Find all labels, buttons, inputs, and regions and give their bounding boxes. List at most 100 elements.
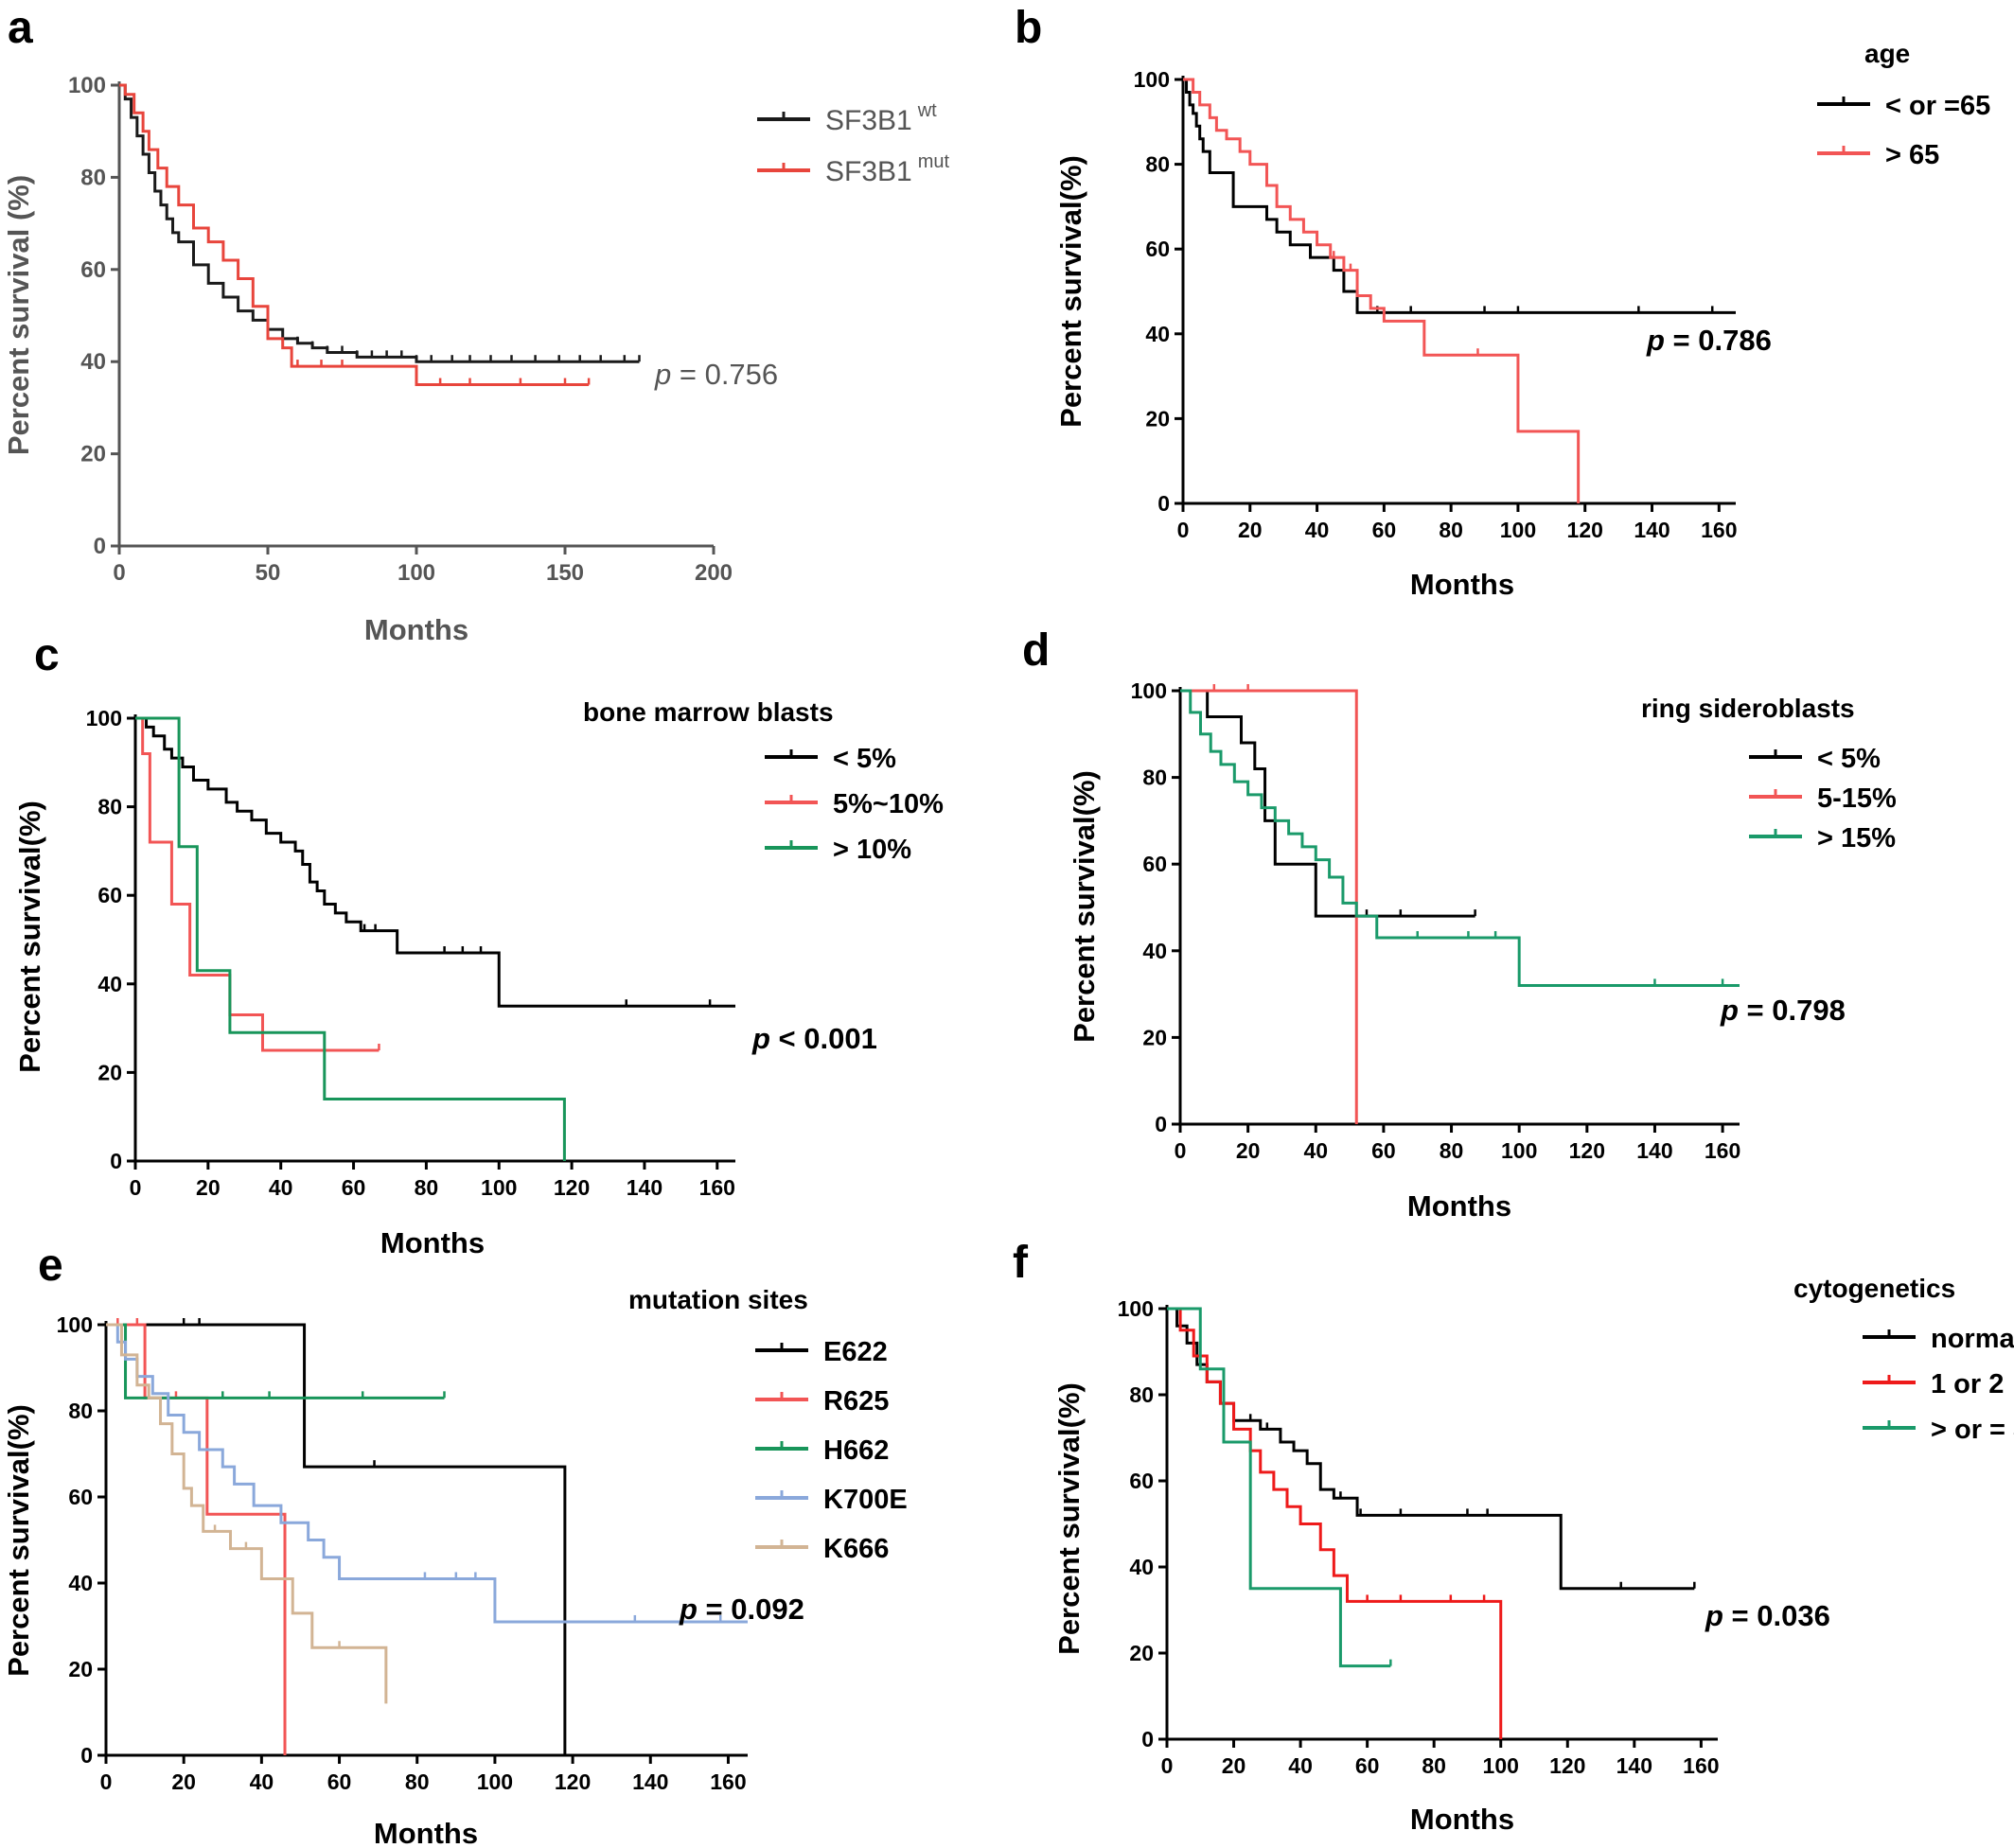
- legend-label: > 65: [1885, 140, 1939, 170]
- survival-curve-2: [119, 83, 590, 387]
- y-tick-label: 0: [1155, 1112, 1167, 1136]
- survival-curve-1: [119, 83, 640, 363]
- x-tick-label: 160: [1705, 1138, 1740, 1163]
- panel-letter: f: [1013, 1238, 1029, 1288]
- x-tick-label: 160: [710, 1769, 746, 1794]
- x-tick-label: 40: [1303, 1138, 1328, 1163]
- panel-c: c 0 20 40 60 80 100 120 140 160 0 20 40 60 80 100 Months…: [13, 630, 944, 1259]
- p-value: p = 0.036: [1705, 1599, 1830, 1632]
- x-tick-label: 120: [1567, 518, 1603, 542]
- x-tick-label: 40: [250, 1769, 274, 1794]
- x-tick-label: 0: [130, 1175, 142, 1200]
- panel-d: d 0 20 40 60 80 100 120 140 160 0 20 40 60 80 100 Months…: [1022, 625, 1897, 1223]
- y-tick-label: 20: [68, 1657, 93, 1681]
- y-tick-label: 60: [68, 1485, 93, 1509]
- panel-f: f 0 20 40 60 80 100 120 140 160 0 20 40 60 80 100 Months…: [1013, 1238, 2014, 1836]
- survival-curve-2: [1183, 78, 1581, 503]
- y-tick-label: 60: [97, 883, 122, 907]
- y-tick-label: 20: [80, 442, 106, 467]
- legend-label: R625: [823, 1386, 889, 1417]
- y-tick-label: 40: [1142, 939, 1167, 963]
- survival-curve-2: [1180, 689, 1358, 1124]
- survival-curve-2: [135, 716, 380, 1052]
- legend-label: SF3B1 wt: [825, 100, 937, 136]
- x-tick-label: 0: [1161, 1753, 1174, 1778]
- legend-label: > or = 3: [1931, 1415, 2014, 1445]
- x-tick-label: 100: [398, 560, 435, 586]
- y-tick-label: 80: [97, 795, 122, 819]
- y-tick-label: 100: [68, 73, 106, 98]
- p-value-text: = 0.036: [1723, 1599, 1830, 1632]
- legend-label: 5-15%: [1817, 783, 1897, 814]
- y-tick-label: 20: [1129, 1641, 1154, 1665]
- p-value: p = 0.092: [679, 1593, 804, 1626]
- p-value-symbol: p: [1720, 994, 1739, 1027]
- legend-label: > 10%: [833, 835, 911, 865]
- panel-letter: a: [8, 3, 33, 53]
- survival-curve-3: [1180, 689, 1740, 987]
- x-tick-label: 140: [1634, 518, 1670, 542]
- y-axis-title: Percent survival (%): [2, 175, 35, 455]
- y-tick-label: 100: [86, 706, 122, 730]
- y-tick-label: 40: [1145, 322, 1170, 346]
- p-value: p = 0.756: [654, 358, 778, 391]
- legend-label: < or =65: [1885, 91, 1990, 121]
- x-tick-label: 60: [327, 1769, 352, 1794]
- x-tick-label: 120: [1569, 1138, 1605, 1163]
- y-axis-title: Percent survival(%): [1052, 1382, 1086, 1655]
- x-tick-label: 40: [269, 1175, 293, 1200]
- x-axis-title: Months: [1410, 568, 1514, 601]
- x-tick-label: 120: [555, 1769, 591, 1794]
- y-tick-label: 100: [1131, 678, 1167, 703]
- survival-curve-3: [1167, 1307, 1391, 1668]
- x-axis-title: Months: [374, 1817, 478, 1848]
- p-value-text: < 0.001: [770, 1022, 877, 1055]
- x-tick-label: 140: [632, 1769, 668, 1794]
- y-tick-label: 40: [68, 1571, 93, 1595]
- x-tick-label: 0: [113, 560, 125, 586]
- y-tick-label: 40: [80, 349, 106, 375]
- y-tick-label: 80: [1145, 152, 1170, 177]
- legend-label: H662: [823, 1435, 889, 1466]
- y-axis-title: Percent survival(%): [13, 801, 46, 1073]
- legend-label: E622: [823, 1337, 888, 1367]
- x-tick-label: 0: [100, 1769, 113, 1794]
- x-tick-label: 160: [1701, 518, 1737, 542]
- y-tick-label: 80: [1129, 1382, 1154, 1407]
- panel-b: b 0 20 40 60 80 100 120 140 160 0 20 40 60 80 100 Months…: [1015, 3, 1990, 601]
- panel-letter: d: [1022, 625, 1050, 676]
- x-tick-label: 60: [342, 1175, 366, 1200]
- x-tick-label: 60: [1371, 1138, 1396, 1163]
- y-tick-label: 20: [97, 1060, 122, 1084]
- panel-letter: b: [1015, 3, 1042, 53]
- y-axis-title: Percent survival(%): [1068, 770, 1101, 1043]
- y-tick-label: 100: [57, 1312, 93, 1337]
- x-axis-title: Months: [364, 613, 468, 646]
- x-tick-label: 0: [1177, 518, 1190, 542]
- x-tick-label: 200: [695, 560, 733, 586]
- panel-letter: e: [38, 1241, 63, 1291]
- x-tick-label: 40: [1288, 1753, 1313, 1778]
- p-value-symbol: p: [654, 358, 671, 391]
- panel-a: a 0 50 100 150 200 0 20 40 60 80 100 Months Percent s…: [2, 3, 950, 646]
- x-tick-label: 80: [1422, 1753, 1446, 1778]
- legend-label: 1 or 2: [1931, 1369, 2004, 1399]
- x-tick-label: 140: [627, 1175, 662, 1200]
- y-tick-label: 80: [1142, 766, 1167, 790]
- y-tick-label: 0: [80, 1743, 93, 1768]
- p-value-text: = 0.798: [1739, 994, 1846, 1027]
- x-tick-label: 20: [171, 1769, 196, 1794]
- legend-label: < 5%: [1817, 744, 1881, 774]
- legend-label: < 5%: [833, 744, 896, 774]
- p-value-text: = 0.092: [698, 1593, 804, 1626]
- x-tick-label: 80: [1439, 518, 1463, 542]
- legend-label: K666: [823, 1534, 889, 1564]
- legend-title: bone marrow blasts: [583, 697, 834, 727]
- y-tick-label: 0: [110, 1149, 122, 1173]
- y-tick-label: 100: [1134, 67, 1170, 92]
- x-tick-label: 20: [1238, 518, 1263, 542]
- legend-label: SF3B1 mut: [825, 151, 950, 187]
- x-tick-label: 160: [1683, 1753, 1719, 1778]
- y-axis-title: Percent survival(%): [1054, 155, 1087, 428]
- legend-label: K700E: [823, 1485, 908, 1515]
